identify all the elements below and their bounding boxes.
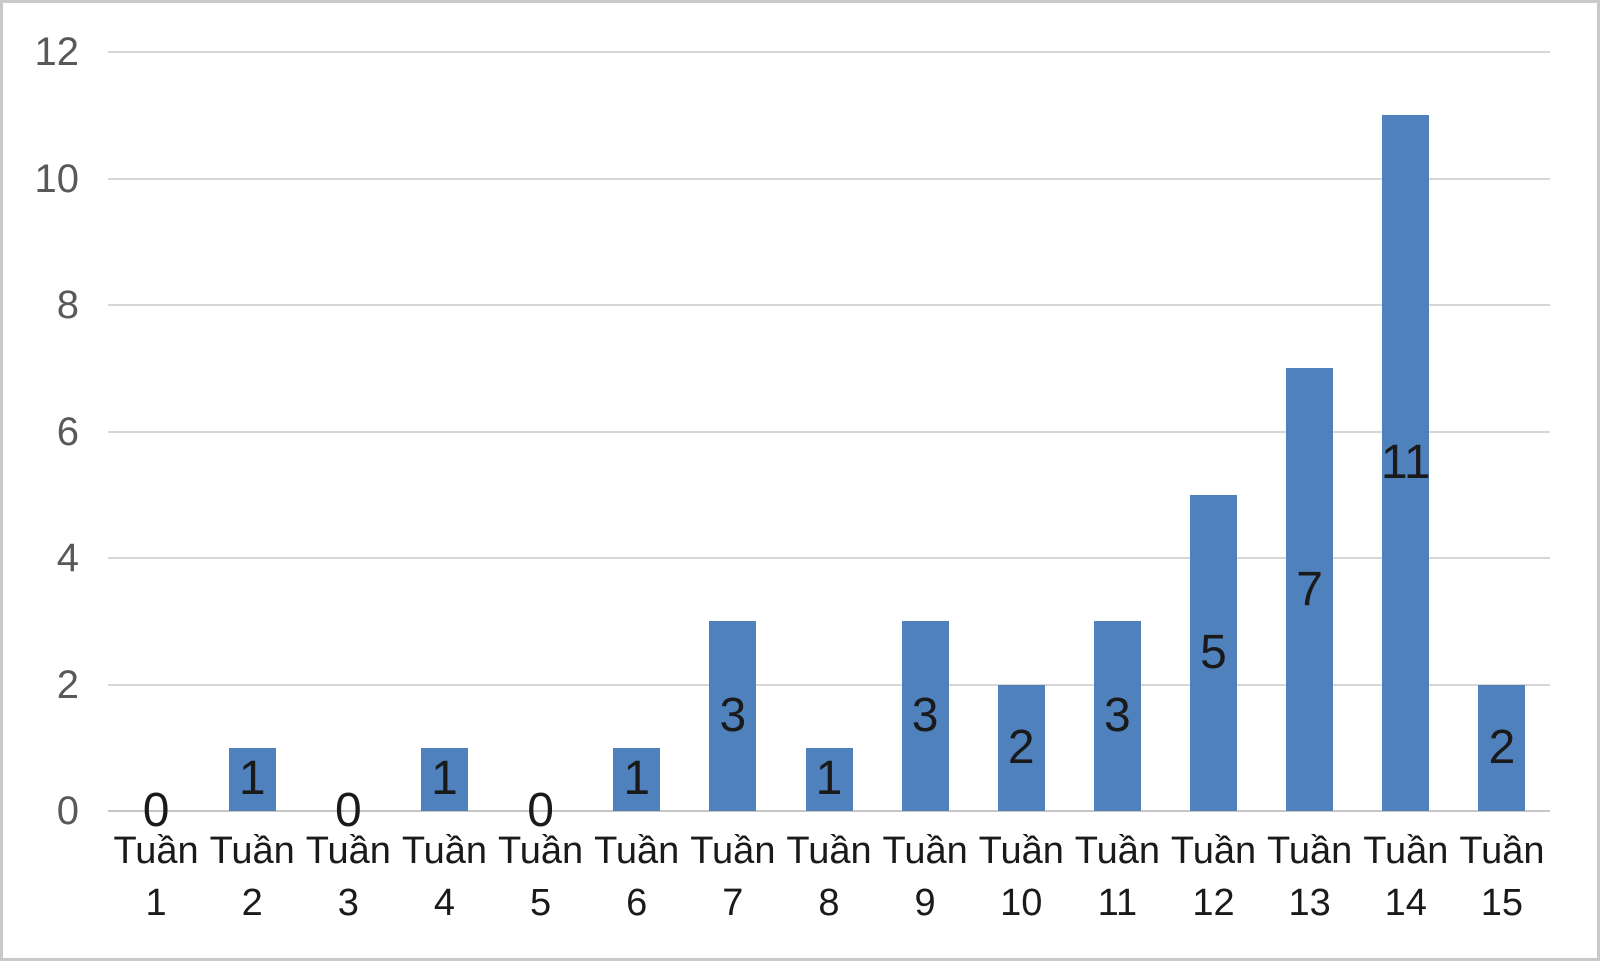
x-axis-line bbox=[108, 810, 1550, 812]
bar-data-label-5: 0 bbox=[527, 784, 554, 837]
x-axis-category-label-8: Tuần 8 bbox=[786, 830, 872, 924]
x-axis-category-label-12: Tuần 12 bbox=[1170, 830, 1257, 924]
bar-8 bbox=[805, 747, 853, 811]
y-axis-tick-label-2: 2 bbox=[56, 662, 79, 707]
y-axis-tick-label-8: 8 bbox=[56, 283, 79, 327]
bar-4 bbox=[420, 747, 468, 811]
bar-6 bbox=[613, 747, 661, 811]
bar-2 bbox=[228, 747, 276, 811]
x-axis-category-label-10: Tuần 10 bbox=[978, 830, 1064, 924]
bar-data-label-7: 3 bbox=[719, 689, 747, 743]
bar-data-label-8: 1 bbox=[815, 752, 843, 806]
gridline-y2 bbox=[108, 683, 1550, 686]
bar-11 bbox=[1093, 621, 1141, 811]
y-axis-tick-label-12: 12 bbox=[34, 30, 80, 74]
y-axis-tick-label-0: 0 bbox=[56, 789, 79, 833]
gridline-y8 bbox=[108, 304, 1550, 306]
bar-data-label-12: 5 bbox=[1200, 625, 1227, 679]
x-axis-category-label-13: Tuần 13 bbox=[1267, 830, 1353, 924]
y-axis-tick-label-6: 6 bbox=[56, 409, 79, 454]
gridline-y12 bbox=[108, 51, 1550, 53]
bar-7 bbox=[709, 621, 757, 811]
x-axis-category-label-11: Tuần 11 bbox=[1074, 830, 1160, 924]
x-axis-category-label-14: Tuần 14 bbox=[1363, 830, 1449, 924]
bar-data-label-15: 2 bbox=[1488, 720, 1516, 774]
bar-10 bbox=[997, 684, 1045, 811]
bar-15 bbox=[1478, 684, 1526, 811]
x-axis-category-label-3: Tuần 3 bbox=[305, 830, 391, 924]
bar-data-label-13: 7 bbox=[1296, 562, 1324, 616]
bar-9 bbox=[901, 621, 949, 811]
y-axis-tick-label-10: 10 bbox=[34, 156, 80, 201]
gridline-y10 bbox=[108, 177, 1550, 180]
gridline-y6 bbox=[108, 430, 1550, 433]
bar-data-label-4: 1 bbox=[431, 752, 458, 806]
x-axis-category-label-7: Tuần 7 bbox=[690, 830, 776, 924]
x-axis-category-label-1: Tuần 1 bbox=[113, 830, 199, 924]
bar-data-label-10: 2 bbox=[1007, 720, 1035, 774]
plot-area: 0 2 4 6 8 10 12 0 Tuần 1 1 Tuần 2 0 Tuần 3 1 Tuần 4 0 Tuần 5 1… bbox=[3, 3, 1597, 958]
bar-13 bbox=[1286, 368, 1334, 811]
bar-data-label-9: 3 bbox=[911, 689, 939, 743]
x-axis-category-label-9: Tuần 9 bbox=[882, 830, 968, 924]
bar-14 bbox=[1382, 115, 1430, 811]
bar-data-label-11: 3 bbox=[1104, 689, 1131, 743]
bar-data-label-3: 0 bbox=[334, 784, 362, 837]
bar-data-label-6: 1 bbox=[623, 752, 651, 806]
x-axis-category-label-6: Tuần 6 bbox=[594, 830, 680, 924]
bar-data-label-14: 11 bbox=[1380, 436, 1431, 490]
x-axis-category-label-4: Tuần 4 bbox=[401, 830, 488, 924]
x-axis-category-label-15: Tuần 15 bbox=[1459, 830, 1545, 924]
y-axis-tick-label-4: 4 bbox=[56, 536, 79, 580]
bar-12 bbox=[1190, 494, 1238, 811]
x-axis-category-label-2: Tuần 2 bbox=[209, 830, 295, 924]
bar-data-label-1: 0 bbox=[142, 784, 170, 837]
gridline-y4 bbox=[108, 557, 1550, 559]
x-axis-category-label-5: Tuần 5 bbox=[497, 830, 584, 924]
bar-data-label-2: 1 bbox=[238, 752, 266, 806]
